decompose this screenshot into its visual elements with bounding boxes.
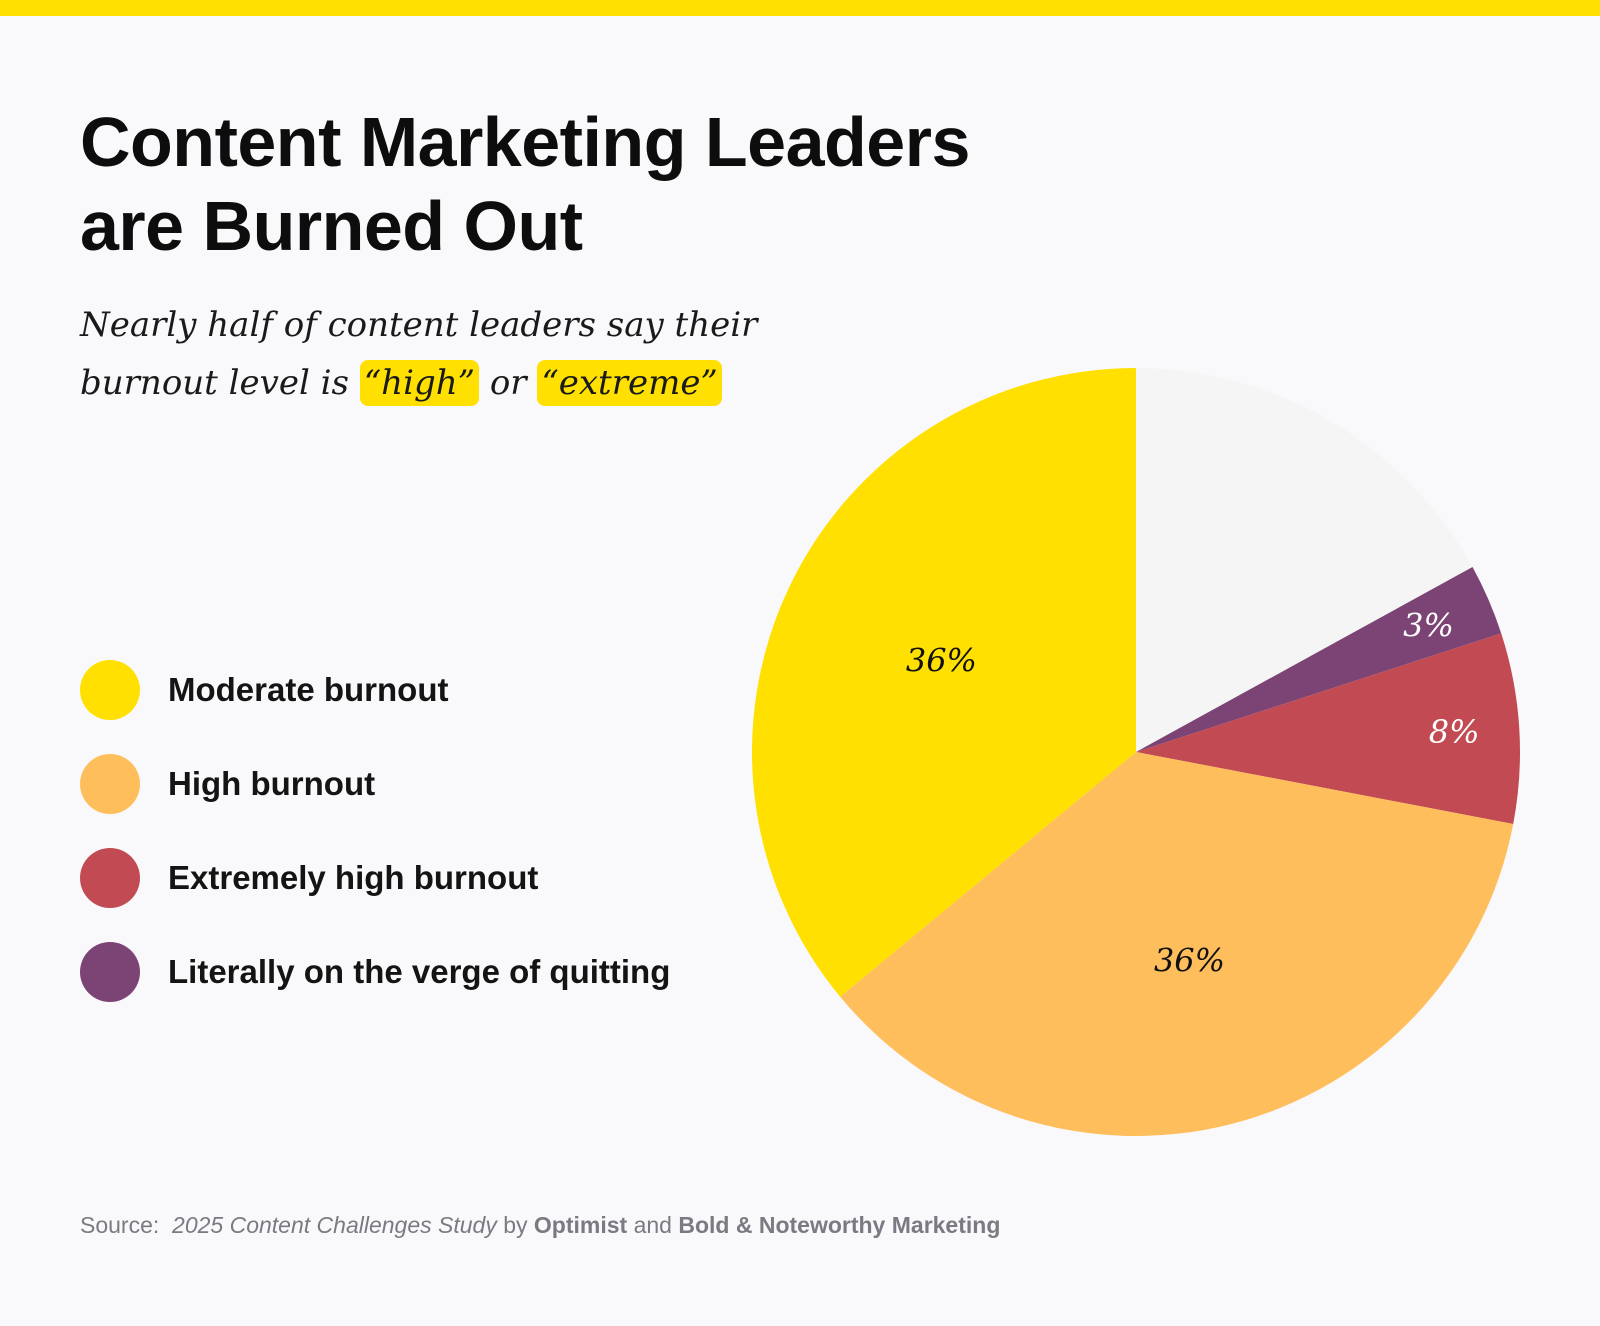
accent-bar xyxy=(0,0,1600,16)
legend-swatch-moderate xyxy=(80,660,140,720)
pie-slice-moderate-burnout xyxy=(751,368,1136,997)
source-and: and xyxy=(633,1212,672,1238)
legend-label-extremely-high: Extremely high burnout xyxy=(168,859,539,896)
title-line-1: Content Marketing Leaders xyxy=(80,103,970,181)
pie-slice-high-burnout xyxy=(840,752,1514,1137)
slice-label-literally-on-the-verge-of-quitting: 3% xyxy=(1403,606,1454,644)
legend-item-high: High burnout xyxy=(80,754,720,814)
legend-label-high: High burnout xyxy=(168,765,376,802)
pie-slice-literally-on-the-verge-of-quitting xyxy=(1136,567,1502,752)
subtitle-connector: or xyxy=(489,363,527,403)
subtitle-line-1: Nearly half of content leaders say their xyxy=(80,305,758,345)
title-line-2: are Burned Out xyxy=(80,187,583,265)
legend-swatch-high xyxy=(80,754,140,814)
legend-label-moderate: Moderate burnout xyxy=(168,671,449,708)
source-org-optimist: Optimist xyxy=(533,1212,628,1238)
pie-slice-extremely-high-burnout xyxy=(1136,633,1521,824)
highlight-extreme: “extreme” xyxy=(537,360,722,406)
legend-swatch-quitting xyxy=(80,942,140,1002)
pie-slice-remainder xyxy=(1136,368,1473,752)
source-study: 2025 Content Challenges Study xyxy=(172,1212,497,1238)
source-by: by xyxy=(503,1212,528,1238)
source-note: Source: 2025 Content Challenges Study by… xyxy=(80,1212,1000,1239)
slice-label-moderate-burnout: 36% xyxy=(906,641,977,679)
legend-item-moderate: Moderate burnout xyxy=(80,660,720,720)
legend-label-quitting: Literally on the verge of quitting xyxy=(168,953,671,990)
slice-label-extremely-high-burnout: 8% xyxy=(1429,713,1480,751)
legend-swatch-extremely-high xyxy=(80,848,140,908)
source-prefix: Source: xyxy=(80,1212,160,1238)
slice-label-high-burnout: 36% xyxy=(1154,941,1225,979)
source-org-bold-noteworthy: Bold & Noteworthy Marketing xyxy=(678,1212,1001,1238)
legend-item-extremely-high: Extremely high burnout xyxy=(80,848,720,908)
legend-item-quitting: Literally on the verge of quitting xyxy=(80,942,720,1002)
subtitle: Nearly half of content leaders say their… xyxy=(80,296,800,412)
page-title: Content Marketing Leaders are Burned Out xyxy=(80,100,980,268)
highlight-high: “high” xyxy=(359,360,479,406)
subtitle-prefix: burnout level is xyxy=(80,363,349,403)
